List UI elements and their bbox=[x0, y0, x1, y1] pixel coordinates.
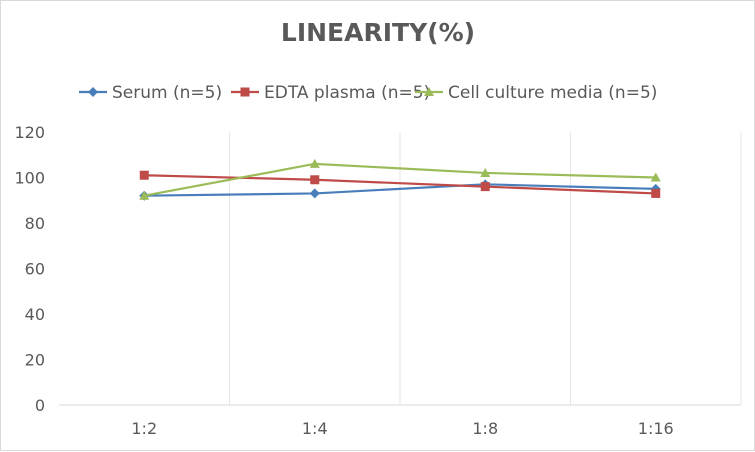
y-tick-label: 0 bbox=[35, 396, 45, 415]
plot-area: 0 20 40 60 80 100 120 1:2 1:4 1:8 1:16 bbox=[14, 123, 742, 438]
y-tick-label: 80 bbox=[25, 214, 45, 233]
legend-item: Serum (n=5) bbox=[79, 83, 222, 103]
x-tick-label: 1:16 bbox=[638, 419, 674, 438]
square-marker bbox=[310, 175, 320, 185]
triangle-marker bbox=[309, 158, 320, 168]
square-marker bbox=[480, 182, 490, 192]
legend: Serum (n=5) EDTA plasma (n=5) Cell culture… bbox=[79, 83, 657, 103]
legend-label: EDTA plasma (n=5) bbox=[264, 83, 430, 103]
series-line bbox=[144, 183, 656, 197]
triangle-marker bbox=[650, 172, 661, 182]
series-line bbox=[144, 174, 656, 195]
x-tick-label: 1:2 bbox=[131, 419, 157, 438]
series-line bbox=[144, 162, 656, 197]
y-tick-label: 120 bbox=[14, 123, 45, 142]
triangle-marker bbox=[480, 167, 491, 177]
square-marker bbox=[139, 170, 149, 180]
square-marker bbox=[240, 87, 250, 97]
triangle-marker bbox=[139, 190, 150, 200]
series-1 bbox=[139, 170, 661, 198]
legend-item: EDTA plasma (n=5) bbox=[231, 83, 430, 103]
legend-label: Serum (n=5) bbox=[112, 83, 222, 103]
square-marker bbox=[651, 188, 661, 198]
x-tick-label: 1:8 bbox=[472, 419, 498, 438]
x-tick-label: 1:4 bbox=[302, 419, 328, 438]
legend-item: Cell culture media (n=5) bbox=[415, 83, 657, 103]
y-tick-label: 40 bbox=[25, 305, 45, 324]
y-tick-label: 100 bbox=[14, 169, 45, 188]
chart-title: LINEARITY(%) bbox=[281, 18, 475, 47]
diamond-marker bbox=[88, 87, 98, 97]
diamond-marker bbox=[309, 188, 320, 199]
triangle-marker bbox=[424, 87, 434, 96]
y-tick-label: 60 bbox=[25, 260, 45, 279]
legend-label: Cell culture media (n=5) bbox=[448, 83, 657, 103]
y-tick-label: 20 bbox=[25, 351, 45, 370]
series-2 bbox=[139, 158, 661, 200]
